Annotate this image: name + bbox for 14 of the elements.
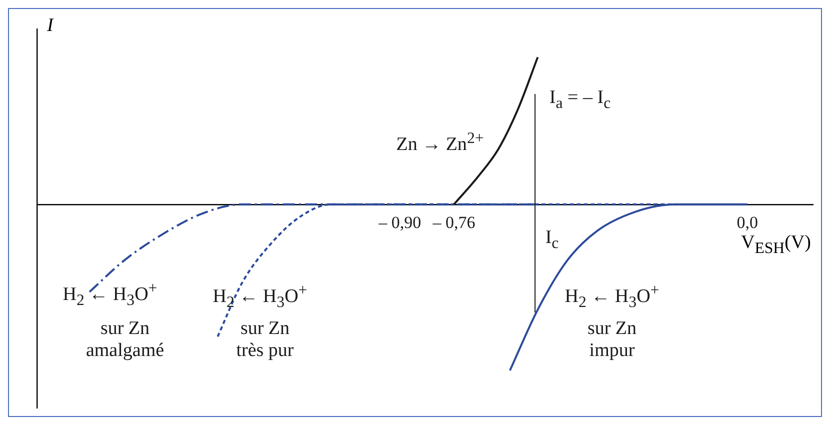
annotation: sur Zn amalgamé [86, 318, 164, 362]
x-tick-label: – 0,90 [378, 213, 422, 232]
annotation: H$_{2}$ ← H$_{3}$O$^{+}$ [212, 282, 308, 312]
annotation: I$_{a}$ = – I$_{c}$ [549, 87, 611, 113]
x-axis-title: V$_{ESH}$(V) [740, 232, 811, 258]
annotation: sur Zn impur [587, 318, 637, 362]
annotation: Zn → Zn$^{2+}$ [396, 130, 484, 156]
annotation: H$_{2}$ ← H$_{3}$O$^{+}$ [62, 280, 158, 310]
annotation: I$_{c}$ [545, 227, 559, 253]
x-tick-label: – 0,76 [432, 213, 476, 232]
annotation: H$_{2}$ ← H$_{3}$O$^{+}$ [564, 282, 660, 312]
x-tick-label: 0,0 [736, 213, 758, 232]
annotation: sur Zn très pur [236, 318, 294, 362]
y-axis-title: I [47, 15, 54, 37]
